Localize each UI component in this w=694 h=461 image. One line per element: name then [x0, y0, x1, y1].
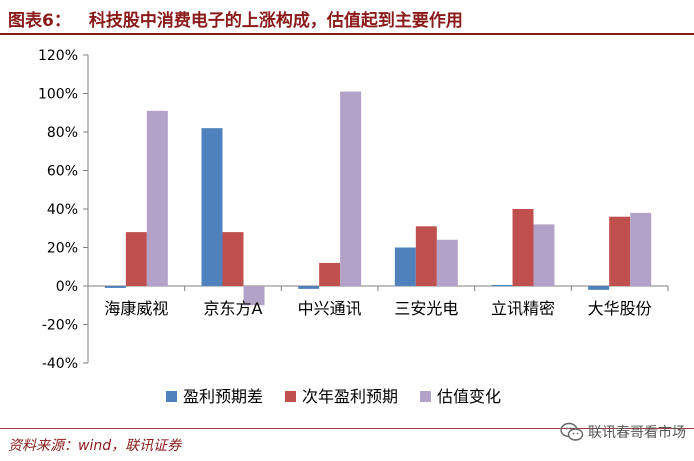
legend-label: 次年盈利预期: [302, 387, 398, 406]
y-tick-label: 80%: [47, 125, 78, 141]
bar: [298, 286, 320, 289]
bar: [436, 239, 458, 286]
bar: [104, 286, 126, 288]
wechat-icon: [560, 422, 584, 441]
watermark-text: 联讯春哥看市场: [588, 425, 686, 441]
bar: [243, 286, 265, 306]
y-tick-label: 0%: [56, 279, 78, 295]
x-tick-label: 三安光电: [394, 299, 458, 318]
bar: [533, 224, 555, 286]
y-tick-label: 120%: [38, 48, 78, 64]
bar: [630, 212, 652, 286]
bar: [588, 286, 610, 290]
legend-swatch: [420, 391, 431, 402]
legend-swatch: [285, 391, 296, 402]
y-tick-label: 40%: [47, 202, 78, 218]
figure-header: 图表6： 科技股中消费电子的上涨构成，估值起到主要作用: [0, 0, 694, 35]
watermark: 联讯春哥看市场: [560, 419, 686, 445]
source-note: 资料来源：wind，联讯证券: [8, 438, 182, 454]
bar: [222, 232, 244, 286]
x-tick-label: 中兴通讯: [298, 299, 362, 318]
bar-chart: -40% -20% 0% 20% 40% 60% 80% 100% 120% 海康威视 京东方A 中兴…: [38, 48, 669, 406]
legend-label: 估值变化: [437, 387, 501, 406]
header-divider: [0, 33, 694, 35]
bar: [125, 232, 147, 286]
figure-label: 图表6：: [8, 11, 71, 31]
y-tick-label: -40%: [42, 356, 78, 372]
bar: [512, 209, 534, 286]
figure-title-text: 科技股中消费电子的上涨构成，估值起到主要作用: [88, 11, 463, 31]
legend-swatch: [166, 391, 177, 402]
footer-divider: [0, 428, 694, 429]
figure-title: 图表6： 科技股中消费电子的上涨构成，估值起到主要作用: [8, 6, 463, 31]
x-tick-label: 大华股份: [588, 299, 652, 318]
bar: [201, 128, 223, 286]
bar: [394, 247, 416, 286]
bar: [609, 216, 631, 286]
y-tick-label: 100%: [38, 87, 78, 103]
y-tick-label: 60%: [47, 164, 78, 180]
bar: [491, 285, 513, 287]
bar: [415, 226, 437, 286]
legend-label: 盈利预期差: [183, 387, 263, 406]
y-tick-label: -20%: [42, 318, 78, 334]
bar: [146, 110, 168, 286]
bar: [340, 91, 362, 286]
x-tick-label: 立讯精密: [491, 299, 555, 318]
x-tick-label: 京东方A: [204, 299, 263, 318]
bar: [319, 262, 341, 286]
x-tick-label: 海康威视: [104, 299, 168, 318]
y-tick-label: 20%: [47, 241, 78, 257]
